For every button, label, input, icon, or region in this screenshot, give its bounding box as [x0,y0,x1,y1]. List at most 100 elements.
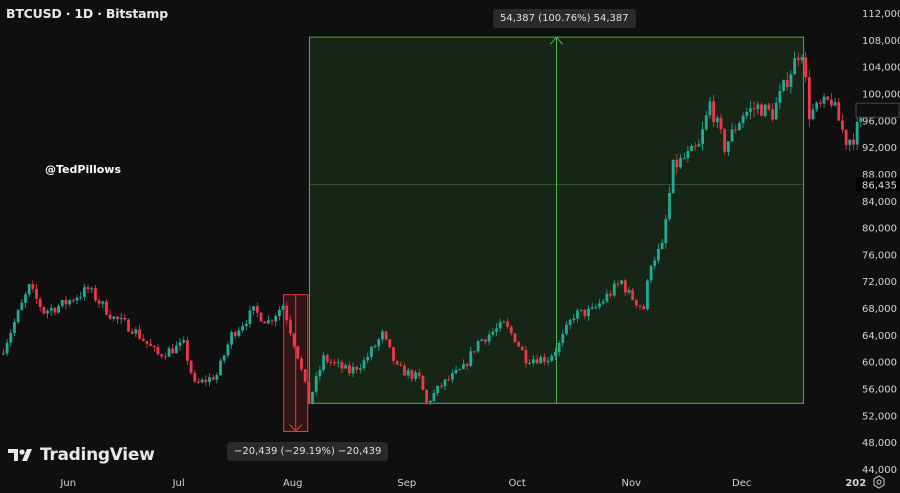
candle-body [35,288,38,299]
candle-body [241,326,244,331]
candle-body [837,102,841,121]
x-tick-label: Nov [622,478,642,489]
y-tick-label: 68,000 [862,304,897,315]
candle-body [844,129,848,145]
candle-body [469,351,473,366]
candle-body [351,366,355,374]
candle-body [410,370,414,379]
candle-body [248,310,252,324]
y-tick-label: 56,000 [862,385,897,396]
candle-body [738,123,741,131]
candle-body [226,344,230,356]
candle-body [370,347,373,357]
candle-body [156,347,160,355]
candle-body [749,108,752,112]
candle-body [855,121,859,145]
candle-body [336,362,340,364]
y-tick-label: 92,000 [862,143,897,154]
candle-body [752,108,756,110]
candle-body [101,301,105,304]
candle-body [97,300,101,304]
candle-body [296,346,300,359]
candle-body [741,115,745,124]
candle-body [46,310,49,314]
candle-body [31,284,35,289]
candle-body [517,342,520,347]
candle-body [690,145,693,151]
y-tick-label: 112,000 [862,9,900,20]
candle-body [204,379,208,382]
candle-body [130,331,134,334]
candle-body [108,314,112,319]
candle-body [53,308,57,313]
y-tick-label: 44,000 [862,465,897,476]
candle-body [484,339,487,342]
candle-body [760,104,763,116]
candle-body [458,369,462,371]
candle-body [594,306,598,308]
logo-text: TradingView [40,445,155,465]
candle-body [20,302,24,311]
candle-body [513,333,517,343]
candle-body [539,356,543,364]
candle-body [105,301,108,315]
candle-body [576,310,579,319]
candle-body [289,320,292,334]
candle-body [822,96,826,104]
candle-body [638,305,642,307]
y-tick-label: 84,000 [862,197,897,208]
candle-body [333,362,336,364]
candle-body [167,348,171,357]
candle-body [454,370,458,374]
candle-body [568,319,572,325]
candle-body [377,339,381,347]
author-watermark: @TedPillows [45,163,122,176]
candle-body [653,260,657,266]
candle-body [230,332,233,345]
candle-body [75,297,79,301]
candle-body [859,113,863,122]
candle-body [605,293,609,302]
candle-body [392,347,395,362]
candle-body [123,317,127,320]
candle-body [649,265,653,281]
candle-body [476,340,480,352]
candle-body [657,248,660,261]
candle-body [679,158,682,168]
crosshair-price-label: 86,435 [862,180,897,191]
candle-body [414,372,417,379]
tradingview-logo[interactable]: TradingView [8,445,155,465]
candle-body [502,321,506,323]
candle-body [436,385,440,394]
candle-body [550,355,554,361]
candle-body [616,283,620,285]
candle-body [64,300,68,305]
candle-body [546,360,550,362]
y-tick-label: 52,000 [862,411,897,422]
candle-body [756,104,760,110]
candle-body [163,356,167,358]
candle-body [425,389,428,403]
x-tick-label: 202 [845,478,866,489]
candle-body [274,315,278,322]
candle-body [465,363,469,366]
candle-body [9,332,13,343]
candle-body [325,355,329,362]
candle-body [848,139,852,145]
candle-body [480,339,484,341]
x-tick-label: Jun [59,478,76,489]
candle-body [682,158,686,160]
candle-body [462,363,465,370]
candle-body [627,290,631,293]
candle-body [307,381,311,404]
candle-body [668,192,671,220]
candle-body [178,342,182,346]
candle-body [200,379,204,383]
candle-body [90,288,94,290]
y-tick-label: 100,000 [862,89,900,100]
candle-body [318,369,322,377]
candle-body [833,102,837,106]
settings-gear-icon[interactable] [872,475,886,489]
symbol-title[interactable]: BTCUSD · 1D · Bitstamp [6,6,168,21]
